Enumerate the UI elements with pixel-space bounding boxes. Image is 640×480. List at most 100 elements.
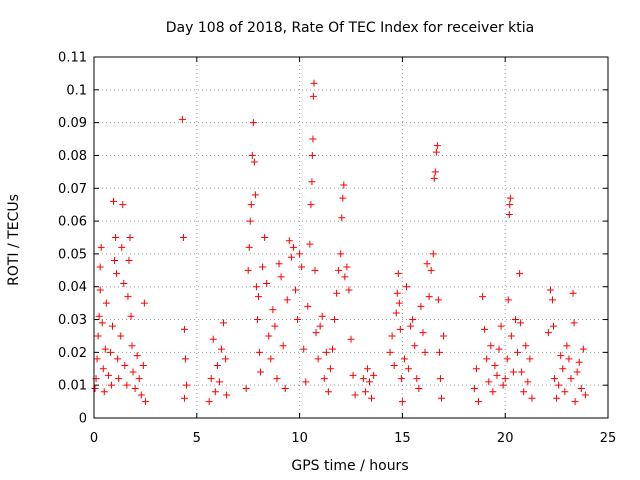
x-tick-label: 5: [193, 431, 201, 446]
data-point: [514, 348, 522, 356]
data-point: [581, 391, 589, 399]
data-point: [217, 345, 225, 353]
data-point: [178, 115, 186, 123]
data-point: [141, 398, 149, 406]
data-point: [253, 316, 261, 324]
data-point: [392, 309, 400, 317]
data-point: [128, 342, 136, 350]
data-point: [97, 243, 105, 251]
data-point: [261, 234, 269, 241]
data-point: [140, 299, 148, 307]
data-point: [124, 293, 132, 301]
data-point: [93, 355, 101, 363]
axis-ticks: 0 0.01 0.02 0.03 0.04 0.05 0.06 0.07 0.08 0.09 0.1…: [58, 51, 616, 447]
data-point: [244, 266, 252, 274]
data-point: [550, 322, 558, 330]
data-point: [491, 361, 499, 369]
data-point: [300, 345, 308, 353]
data-point: [298, 263, 306, 271]
data-point: [411, 342, 419, 350]
data-point: [497, 322, 505, 330]
data-point: [328, 345, 336, 353]
data-point: [215, 378, 223, 386]
data-point: [127, 312, 135, 320]
data-point: [289, 243, 297, 251]
data-point: [398, 398, 406, 406]
data-point: [246, 217, 254, 225]
data-point: [267, 355, 275, 363]
x-tick-label: 20: [497, 431, 514, 446]
data-point: [505, 211, 513, 219]
data-point: [179, 234, 187, 241]
data-point: [251, 191, 259, 199]
data-point: [257, 368, 265, 376]
data-point: [220, 319, 228, 327]
data-point: [291, 286, 299, 294]
data-point: [111, 256, 119, 264]
y-tick-label: 0: [79, 412, 87, 427]
data-point: [569, 289, 577, 297]
data-point: [248, 151, 256, 159]
data-point: [565, 355, 573, 363]
data-point: [273, 375, 281, 383]
data-point: [131, 384, 139, 392]
data-point: [324, 388, 332, 396]
y-tick-label: 0.11: [58, 51, 87, 66]
data-point: [123, 381, 131, 389]
x-tick-label: 0: [90, 431, 98, 446]
data-point: [544, 329, 552, 337]
data-point: [361, 388, 369, 396]
data-point: [409, 316, 417, 324]
data-point: [99, 365, 107, 373]
data-point: [98, 319, 106, 327]
data-point: [139, 361, 147, 369]
data-point: [436, 375, 444, 383]
data-point: [528, 394, 536, 402]
data-point: [109, 322, 117, 330]
data-point: [275, 260, 283, 268]
data-point: [252, 283, 260, 291]
y-tick-label: 0.08: [58, 149, 87, 164]
data-point: [429, 250, 437, 258]
data-point: [520, 388, 528, 396]
data-point: [485, 378, 493, 386]
data-point: [417, 302, 425, 310]
data-point: [249, 119, 257, 127]
data-point: [474, 398, 482, 406]
data-point: [419, 329, 427, 337]
data-point: [121, 361, 129, 369]
data-point: [222, 355, 230, 363]
data-point: [559, 365, 567, 373]
grid: [94, 57, 608, 418]
data-point: [242, 384, 250, 392]
data-point: [501, 375, 509, 383]
data-point: [396, 325, 404, 333]
data-point: [430, 174, 438, 182]
data-point: [181, 355, 189, 363]
data-point: [117, 332, 125, 340]
data-point: [395, 299, 403, 307]
data-point: [119, 201, 127, 209]
data-point: [114, 355, 122, 363]
data-point: [304, 302, 312, 310]
data-point: [133, 352, 141, 360]
data-point: [394, 270, 402, 278]
data-point: [309, 92, 317, 100]
data-point: [548, 296, 556, 304]
data-point: [110, 197, 118, 205]
data-point: [479, 293, 487, 301]
data-point: [101, 345, 109, 353]
data-point: [254, 293, 262, 301]
y-tick-label: 0.01: [58, 379, 87, 394]
data-point: [247, 201, 255, 209]
data-point: [340, 181, 348, 189]
data-point: [390, 361, 398, 369]
data-point: [370, 371, 378, 379]
data-point: [366, 378, 374, 386]
data-point: [337, 250, 345, 258]
data-point: [518, 368, 526, 376]
data-point: [481, 325, 489, 333]
data-point: [180, 325, 188, 333]
data-point: [107, 381, 115, 389]
